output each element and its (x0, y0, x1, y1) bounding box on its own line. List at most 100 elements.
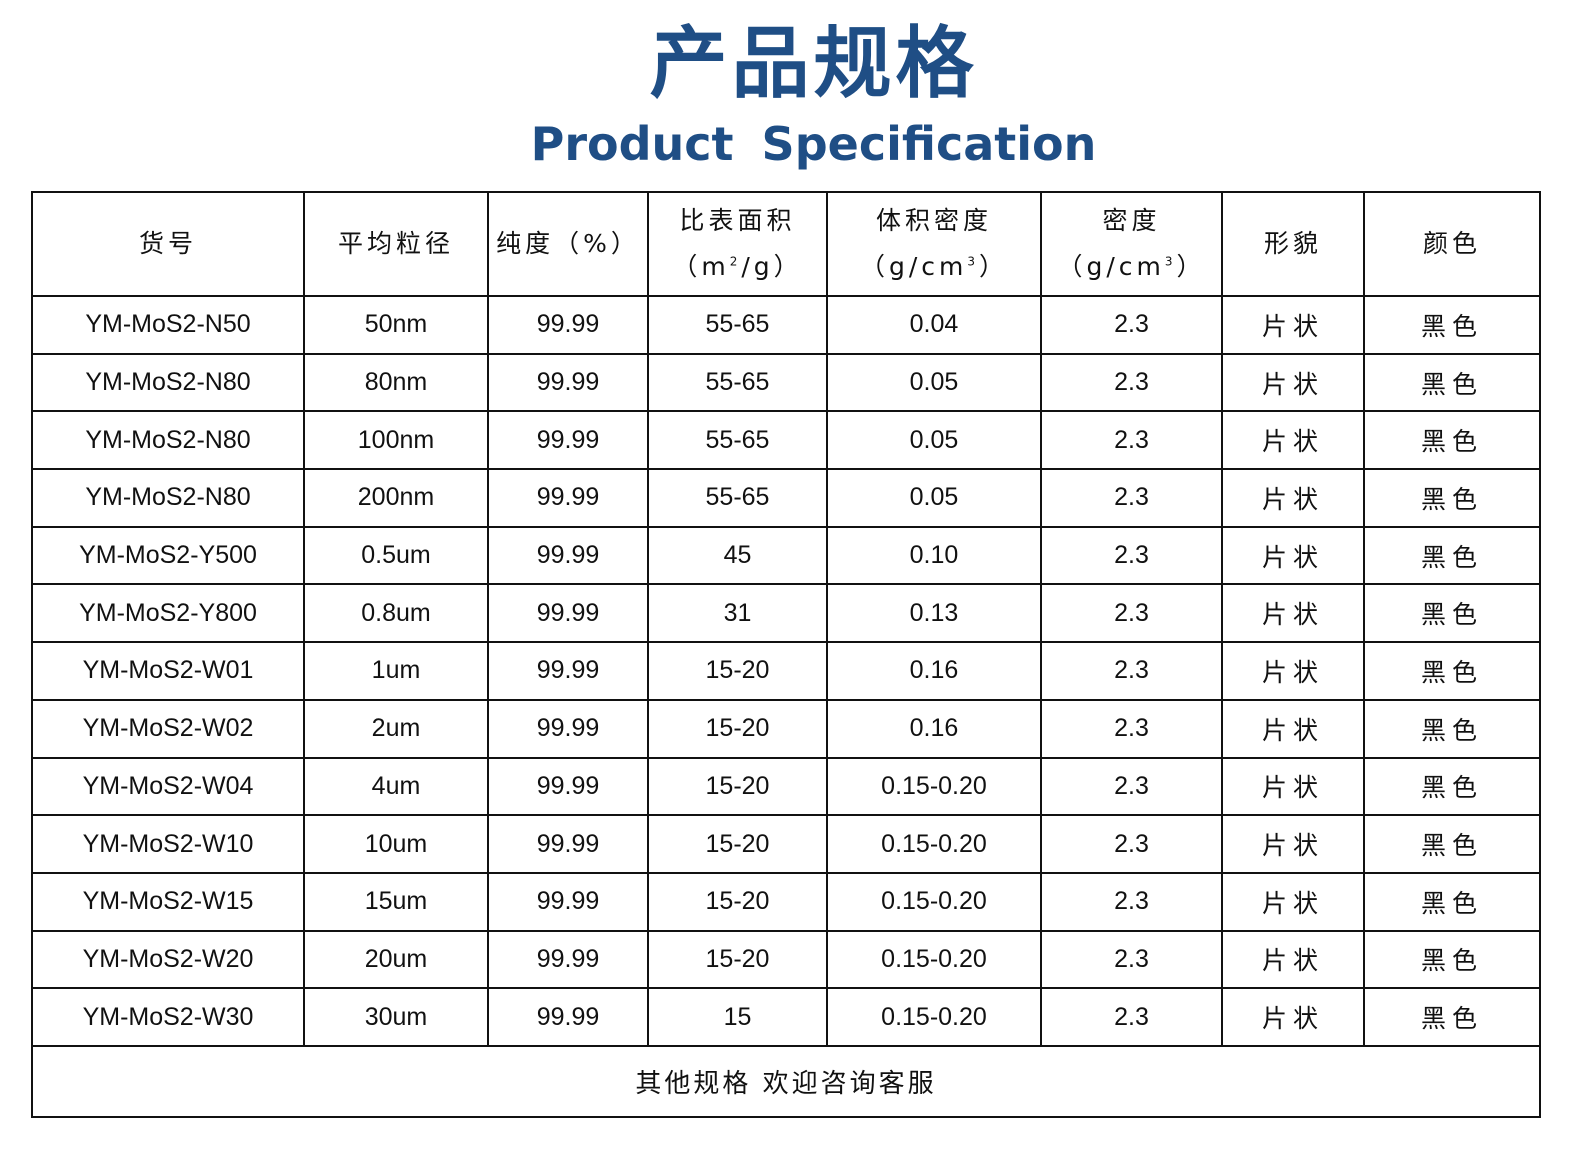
cell-avg-particle-size: 80nm (303, 352, 489, 413)
cell-specific-surface-area: 55-65 (647, 352, 828, 413)
cell-bulk-density: 0.05 (826, 468, 1042, 528)
cell-purity: 99.99 (487, 698, 649, 759)
cell-density: 2.3 (1040, 698, 1223, 759)
cell-avg-particle-size: 30um (303, 987, 489, 1047)
header-unit: （g/cm3） (859, 251, 1009, 281)
cell-morphology: 片状 (1221, 352, 1365, 413)
cell-morphology: 片状 (1221, 814, 1365, 874)
cell-morphology: 片状 (1221, 929, 1365, 990)
table-row: YM-MoS2-W02 2um 99.99 15-20 0.16 2.3 片状 黑色 (31, 698, 1541, 759)
header-label: 比表面积 (679, 206, 796, 236)
page-title-en: Product Specification (530, 117, 1097, 171)
header-product-code: 货号 (31, 191, 305, 297)
cell-product-code: YM-MoS2-W04 (31, 756, 305, 817)
cell-density: 2.3 (1040, 410, 1223, 471)
cell-color: 黑色 (1363, 525, 1541, 586)
cell-purity: 99.99 (487, 756, 649, 817)
cell-color: 黑色 (1363, 352, 1541, 413)
cell-bulk-density: 0.15-0.20 (826, 987, 1042, 1047)
page-title-cn: 产品规格 (649, 19, 978, 109)
cell-specific-surface-area: 55-65 (647, 295, 828, 355)
cell-density: 2.3 (1040, 987, 1223, 1047)
cell-morphology: 片状 (1221, 641, 1365, 701)
cell-bulk-density: 0.10 (826, 525, 1042, 586)
cell-product-code: YM-MoS2-W20 (31, 929, 305, 990)
cell-purity: 99.99 (487, 814, 649, 874)
cell-avg-particle-size: 15um (303, 871, 489, 932)
header-bulk-density: 体积密度 （g/cm3） (826, 191, 1042, 297)
cell-product-code: YM-MoS2-N80 (31, 468, 305, 528)
cell-color: 黑色 (1363, 814, 1541, 874)
cell-bulk-density: 0.16 (826, 698, 1042, 759)
cell-avg-particle-size: 20um (303, 929, 489, 990)
table-row: YM-MoS2-N80 100nm 99.99 55-65 0.05 2.3 片状 黑色 (31, 410, 1541, 471)
cell-purity: 99.99 (487, 410, 649, 471)
header-label: 货号 (138, 229, 197, 258)
cell-purity: 99.99 (487, 641, 649, 701)
cell-specific-surface-area: 15 (647, 987, 828, 1047)
table-row: YM-MoS2-W20 20um 99.99 15-20 0.15-0.20 2.3 片状黑… (31, 929, 1541, 990)
cell-morphology: 片状 (1221, 583, 1365, 644)
cell-purity: 99.99 (487, 468, 649, 528)
cell-product-code: YM-MoS2-W01 (31, 641, 305, 701)
cell-bulk-density: 0.15-0.20 (826, 814, 1042, 874)
cell-avg-particle-size: 1um (303, 641, 489, 701)
cell-avg-particle-size: 0.8um (303, 583, 489, 644)
table-row: YM-MoS2-W10 10um 99.99 15-20 0.15-0.20 2.3 片状黑… (31, 814, 1541, 874)
cell-purity: 99.99 (487, 929, 649, 990)
table-row: YM-MoS2-W15 15um 99.99 15-20 0.15-0.20 2.3 片状黑… (31, 871, 1541, 932)
cell-density: 2.3 (1040, 295, 1223, 355)
cell-bulk-density: 0.15-0.20 (826, 756, 1042, 817)
cell-morphology: 片状 (1221, 468, 1365, 528)
cell-specific-surface-area: 15-20 (647, 756, 828, 817)
cell-density: 2.3 (1040, 583, 1223, 644)
header-label: 颜色 (1422, 229, 1481, 258)
cell-bulk-density: 0.13 (826, 583, 1042, 644)
table-row: YM-MoS2-N80 200nm 99.99 55-65 0.05 2.3 片状 黑色 (31, 468, 1541, 528)
table-row: YM-MoS2-N80 80nm 99.99 55-65 0.05 2.3 片状 黑色 (31, 352, 1541, 413)
header-morphology: 形貌 (1221, 191, 1365, 297)
cell-color: 黑色 (1363, 583, 1541, 644)
cell-specific-surface-area: 15-20 (647, 698, 828, 759)
cell-product-code: YM-MoS2-Y500 (31, 525, 305, 586)
header-label: 平均粒径 (337, 229, 454, 258)
cell-product-code: YM-MoS2-W02 (31, 698, 305, 759)
cell-density: 2.3 (1040, 756, 1223, 817)
cell-density: 2.3 (1040, 468, 1223, 528)
cell-color: 黑色 (1363, 641, 1541, 701)
cell-avg-particle-size: 100nm (303, 410, 489, 471)
cell-density: 2.3 (1040, 871, 1223, 932)
header-specific-surface-area: 比表面积 （m2/g） (647, 191, 828, 297)
cell-density: 2.3 (1040, 814, 1223, 874)
header-label: 密度 (1102, 206, 1161, 236)
cell-product-code: YM-MoS2-N80 (31, 410, 305, 471)
header-unit: （m2/g） (672, 251, 803, 281)
cell-specific-surface-area: 15-20 (647, 814, 828, 874)
cell-purity: 99.99 (487, 583, 649, 644)
cell-color: 黑色 (1363, 929, 1541, 990)
cell-purity: 99.99 (487, 295, 649, 355)
cell-bulk-density: 0.15-0.20 (826, 871, 1042, 932)
footer-row: 其他规格 欢迎咨询客服 (31, 1044, 1541, 1118)
cell-specific-surface-area: 15-20 (647, 929, 828, 990)
cell-density: 2.3 (1040, 352, 1223, 413)
cell-avg-particle-size: 4um (303, 756, 489, 817)
cell-density: 2.3 (1040, 929, 1223, 990)
cell-morphology: 片状 (1221, 525, 1365, 586)
cell-color: 黑色 (1363, 295, 1541, 355)
cell-specific-surface-area: 45 (647, 525, 828, 586)
cell-specific-surface-area: 55-65 (647, 410, 828, 471)
cell-avg-particle-size: 10um (303, 814, 489, 874)
cell-morphology: 片状 (1221, 295, 1365, 355)
cell-specific-surface-area: 15-20 (647, 641, 828, 701)
table-row: YM-MoS2-W04 4um 99.99 15-20 0.15-0.20 2.3 片状 黑色 (31, 756, 1541, 817)
header-label: 形貌 (1263, 229, 1322, 258)
cell-morphology: 片状 (1221, 698, 1365, 759)
cell-morphology: 片状 (1221, 871, 1365, 932)
cell-bulk-density: 0.05 (826, 352, 1042, 413)
cell-avg-particle-size: 0.5um (303, 525, 489, 586)
cell-product-code: YM-MoS2-N80 (31, 352, 305, 413)
cell-color: 黑色 (1363, 698, 1541, 759)
cell-specific-surface-area: 55-65 (647, 468, 828, 528)
cell-purity: 99.99 (487, 871, 649, 932)
